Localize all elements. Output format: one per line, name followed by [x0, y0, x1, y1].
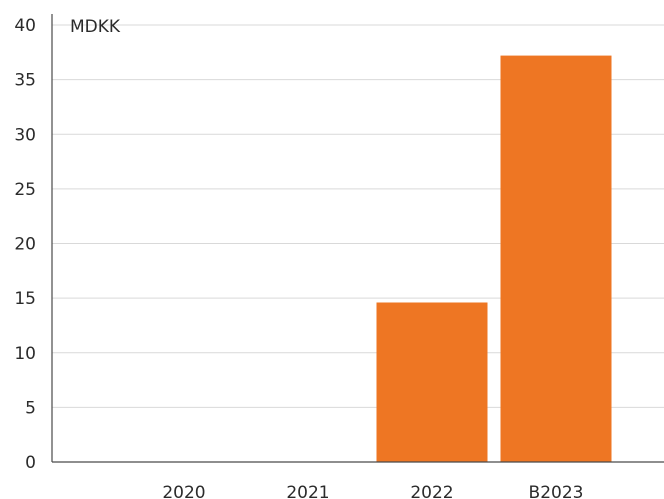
bar-2022	[376, 302, 488, 462]
x-tick-label: 2020	[162, 483, 205, 499]
y-tick-label: 10	[14, 344, 36, 364]
y-tick-label: 5	[25, 398, 36, 418]
y-tick-label: 15	[14, 289, 36, 309]
y-tick-labels: 0 5 10 15 20 25 30 35 40	[14, 16, 36, 473]
y-tick-label: 40	[14, 16, 36, 36]
x-tick-labels: 2020 2021 2022 B2023	[162, 483, 583, 499]
y-tick-label: 35	[14, 71, 36, 91]
x-tick-label: 2022	[410, 483, 453, 499]
unit-label: MDKK	[70, 17, 121, 37]
y-tick-label: 0	[25, 453, 36, 473]
x-tick-label: B2023	[529, 483, 584, 499]
y-tick-label: 20	[14, 235, 36, 255]
y-tick-label: 25	[14, 180, 36, 200]
y-tick-label: 30	[14, 125, 36, 145]
bars	[376, 55, 612, 463]
gridlines	[52, 24, 664, 408]
x-tick-label: 2021	[286, 483, 329, 499]
bar-B2023	[500, 55, 612, 463]
